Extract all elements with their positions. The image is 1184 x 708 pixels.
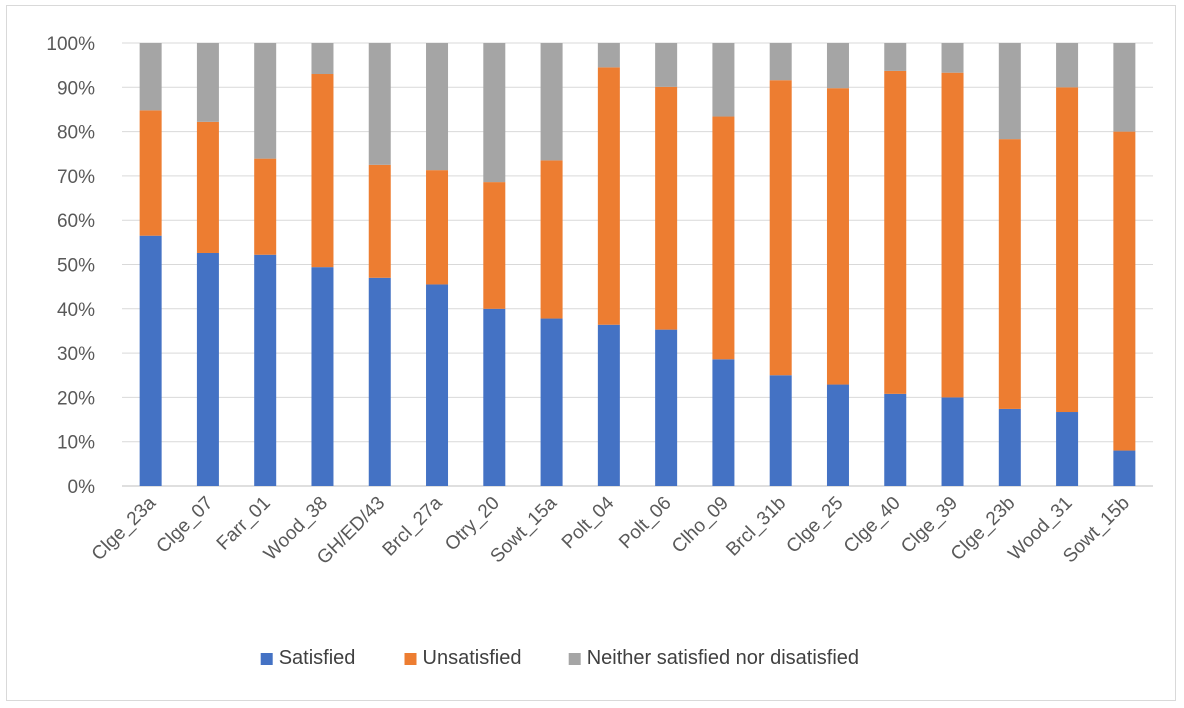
bar-segment-unsatisfied (196, 121, 219, 253)
bar-segment-unsatisfied (769, 80, 792, 376)
gridlines (122, 42, 1153, 487)
bar-segment-satisfied (540, 318, 563, 486)
bar-segment-neither (483, 43, 506, 183)
x-tick-label: Clge_40 (840, 493, 905, 558)
bar-segment-neither (196, 43, 219, 122)
y-tick-label: 30% (57, 344, 95, 365)
bar-segment-satisfied (769, 375, 792, 486)
bar-segment-satisfied (196, 252, 219, 486)
y-tick-label: 90% (57, 78, 95, 99)
x-tick-label: Brcl_27a (379, 492, 447, 560)
bar-segment-satisfied (826, 384, 849, 486)
bar-segment-neither (941, 43, 964, 73)
legend-label: Satisfied (279, 647, 356, 669)
bar-segment-unsatisfied (139, 110, 162, 236)
bar-segment-satisfied (712, 359, 735, 486)
bar-segment-satisfied (311, 267, 334, 486)
bar-segment-neither (139, 43, 162, 111)
bar-segment-unsatisfied (311, 74, 334, 268)
bar-segment-unsatisfied (540, 160, 563, 319)
bar-segment-unsatisfied (1113, 131, 1136, 451)
bar-segment-unsatisfied (597, 67, 620, 325)
bar-segment-satisfied (884, 393, 907, 486)
legend-label: Neither satisfied nor disatisfied (587, 647, 859, 669)
x-tick-label: Brcl_31b (722, 493, 790, 561)
bar-segment-unsatisfied (426, 170, 449, 285)
x-tick-label: Polt_06 (615, 493, 675, 553)
bar-segment-neither (597, 43, 620, 68)
bar-segment-unsatisfied (483, 182, 506, 309)
y-tick-label: 20% (57, 388, 95, 409)
bar-segment-neither (426, 43, 449, 171)
y-tick-label: 100% (46, 34, 95, 55)
bar-segment-unsatisfied (941, 72, 964, 398)
bar-segment-satisfied (1113, 450, 1136, 486)
x-tick-label: Clge_07 (153, 493, 218, 558)
y-tick-label: 80% (57, 123, 95, 144)
y-tick-label: 0% (68, 477, 96, 498)
bar-segment-neither (540, 43, 563, 161)
bar-segment-satisfied (139, 235, 162, 486)
bars (139, 43, 1136, 486)
y-tick-label: 60% (57, 211, 95, 232)
bar-segment-neither (1113, 43, 1136, 132)
bar-segment-unsatisfied (884, 70, 907, 394)
bar-segment-unsatisfied (254, 158, 277, 255)
y-axis-tick-labels: 0% 10% 20% 30% 40% 50% 60% 70% 80% 90% 100% (46, 34, 95, 498)
bar-segment-satisfied (941, 397, 964, 486)
x-tick-label: Clge_23a (88, 492, 161, 565)
bar-segment-satisfied (998, 408, 1021, 486)
x-axis-tick-labels: Clge_23aClge_07Farr_01Wood_38GH/ED/43Brc… (88, 492, 1134, 568)
x-tick-label: Polt_04 (558, 492, 619, 553)
bar-segment-satisfied (426, 284, 449, 486)
y-tick-label: 70% (57, 167, 95, 188)
bar-segment-satisfied (483, 308, 506, 486)
bar-segment-satisfied (597, 324, 620, 486)
bar-segment-unsatisfied (998, 139, 1021, 409)
chart-area: 0% 10% 20% 30% 40% 50% 60% 70% 80% 90% 100% Clge_2… (6, 5, 1176, 701)
bar-segment-neither (254, 43, 277, 159)
bar-segment-unsatisfied (368, 164, 391, 278)
bar-segment-neither (826, 43, 849, 89)
bar-segment-satisfied (368, 277, 391, 486)
bar-segment-unsatisfied (826, 88, 849, 385)
bar-segment-neither (311, 43, 334, 75)
bar-segment-unsatisfied (655, 86, 678, 330)
bar-segment-neither (368, 43, 391, 165)
legend-swatch (404, 653, 417, 665)
y-tick-label: 10% (57, 433, 95, 454)
bar-segment-unsatisfied (1056, 87, 1079, 413)
bar-segment-unsatisfied (712, 116, 735, 360)
x-tick-label: Clge_25 (783, 493, 848, 558)
legend: Satisfied Unsatisfied Neither satisfied no… (260, 647, 859, 669)
bar-segment-satisfied (254, 254, 277, 486)
legend-swatch (260, 653, 273, 665)
bar-segment-neither (769, 43, 792, 81)
legend-swatch (568, 653, 581, 665)
y-tick-label: 50% (57, 256, 95, 277)
bar-segment-neither (1056, 43, 1079, 88)
y-tick-label: 40% (57, 300, 95, 321)
stacked-bar-chart: 0% 10% 20% 30% 40% 50% 60% 70% 80% 90% 100% Clge_2… (46, 34, 1153, 669)
bar-segment-neither (998, 43, 1021, 140)
legend-label: Unsatisfied (423, 647, 522, 669)
bar-segment-satisfied (1056, 412, 1079, 486)
bar-segment-neither (655, 43, 678, 87)
bar-segment-neither (884, 43, 907, 71)
bar-segment-neither (712, 43, 735, 117)
bar-segment-satisfied (655, 329, 678, 486)
